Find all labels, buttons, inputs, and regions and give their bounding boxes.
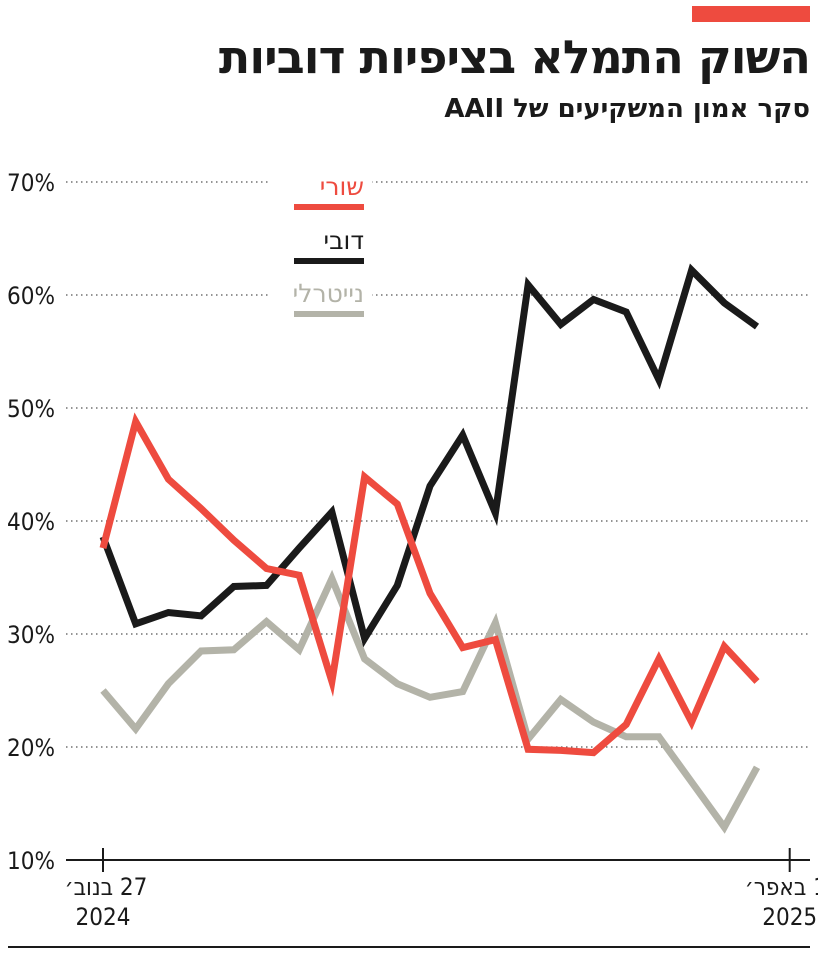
y-tick-label: 10% [7, 847, 55, 875]
y-tick-label: 30% [7, 621, 55, 649]
y-tick-label: 20% [7, 734, 55, 762]
series-line-0 [99, 412, 760, 757]
accent-bar [692, 6, 810, 22]
x-tick-label: 16 באפר׳ [745, 873, 818, 901]
y-tick-label: 60% [7, 282, 55, 310]
x-tick-year: 2024 [76, 903, 131, 931]
legend-label: שורי [320, 172, 364, 201]
x-axis: 27 בנוב׳2024 16 באפר׳2025 [65, 848, 818, 931]
y-axis-ticks: 10% 20% 30% 40% 50% 60% 70% [7, 169, 55, 875]
y-tick-label: 50% [7, 395, 55, 423]
y-tick-label: 70% [7, 169, 55, 197]
series-line-2 [100, 569, 761, 834]
y-tick-label: 40% [7, 508, 55, 536]
series-lines [99, 263, 761, 834]
legend-label: דובי [323, 226, 364, 255]
chart-subtitle: סקר אמון המשקיעים של AAII [444, 94, 810, 124]
chart-title: השוק התמלא בציפיות דוביות [218, 30, 811, 84]
legend-label: נייטרלי [293, 279, 364, 308]
x-tick-label: 27 בנוב׳ [65, 873, 148, 901]
grid-lines [66, 181, 810, 748]
legend: שורי דובי נייטרלי [268, 171, 372, 318]
bottom-rule [8, 946, 810, 948]
series-line-1 [99, 263, 760, 648]
x-tick-year: 2025 [762, 903, 817, 931]
